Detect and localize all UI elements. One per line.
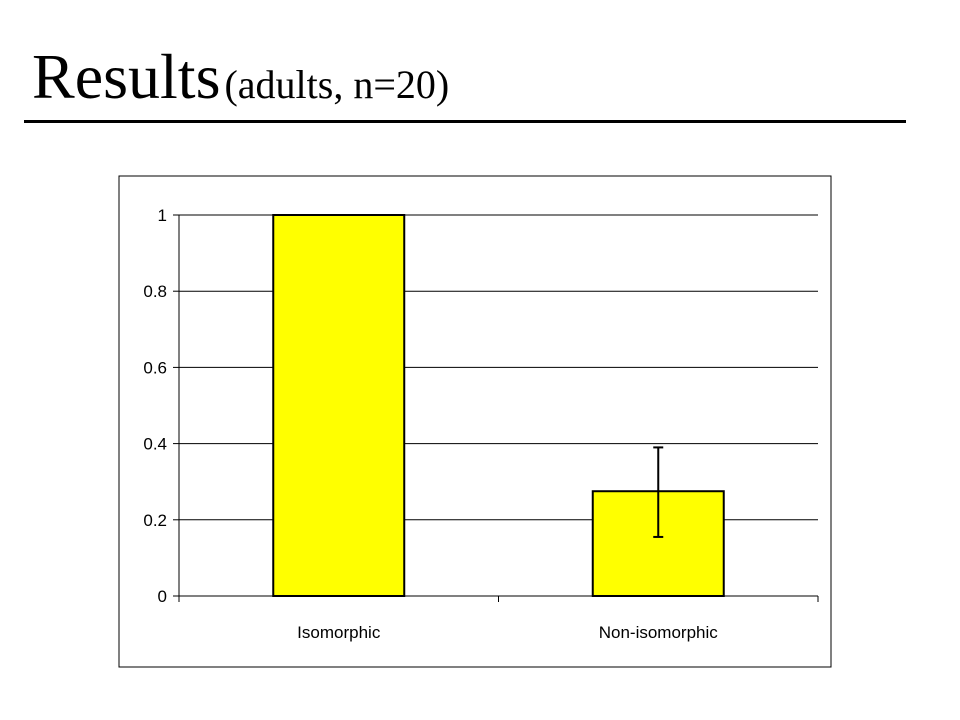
y-tick-label: 0.2 [143, 511, 167, 530]
y-tick-label: 0.6 [143, 358, 167, 377]
x-category-label: Isomorphic [297, 623, 381, 642]
slide-title-subtitle: (adults, n=20) [224, 62, 450, 107]
y-tick-label: 0 [158, 587, 167, 606]
title-underline [24, 120, 906, 123]
y-tick-label: 0.4 [143, 435, 167, 454]
x-category-label: Non-isomorphic [599, 623, 719, 642]
tick-labels: 0 0.2 0.4 0.6 0.8 1 Isomorphic Non-isomorphic [143, 206, 718, 642]
axes [173, 214, 819, 602]
error-bars [653, 446, 664, 538]
y-tick-label: 1 [158, 206, 167, 225]
slide-title: Results (adults, n=20) [32, 40, 450, 112]
y-tick-label: 0.8 [143, 282, 167, 301]
slide-title-main: Results [32, 41, 221, 112]
bar-isomorphic [272, 214, 406, 597]
bars [272, 214, 725, 598]
